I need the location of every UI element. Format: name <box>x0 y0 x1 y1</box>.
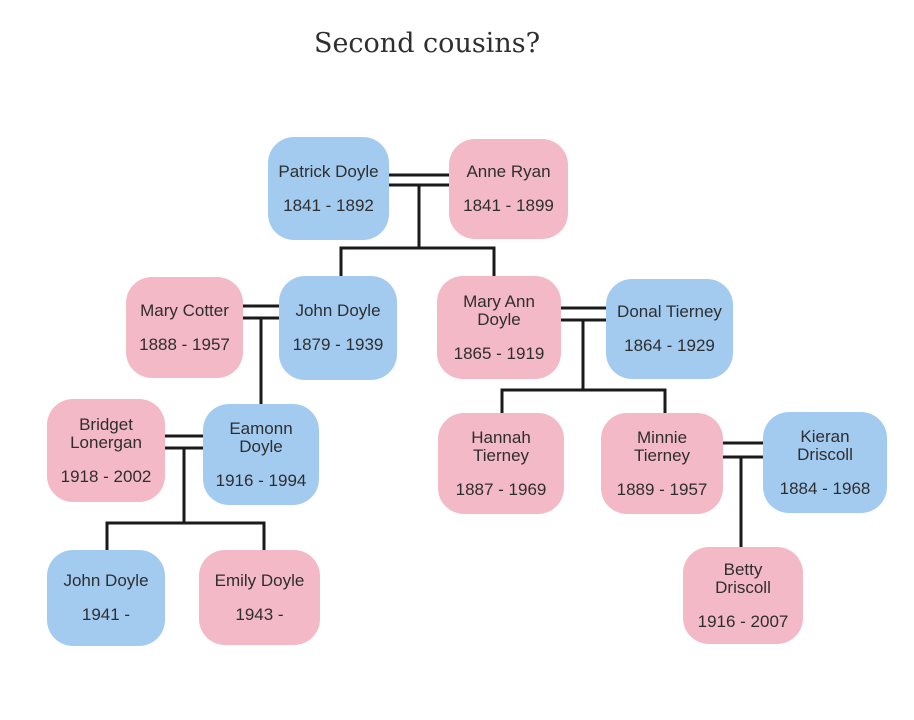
person-years: 1941 - <box>81 605 131 624</box>
person-name: John Doyle <box>295 301 381 320</box>
person-name: Mary Cotter <box>140 300 229 320</box>
person-name: Emily Doyle <box>214 570 305 590</box>
person-years: 1841 - 1892 <box>283 195 374 215</box>
person-card-john-doyle-1941: John Doyle 1941 - <box>47 550 165 646</box>
person-years: 1918 - 2002 <box>60 466 152 486</box>
person-name: Anne Ryan <box>466 162 551 181</box>
person-card-emily-doyle: Emily Doyle 1943 - <box>199 550 320 645</box>
person-years: 1916 - 2007 <box>697 611 789 631</box>
person-card-donal-tierney: Donal Tierney 1864 - 1929 <box>606 279 733 379</box>
person-years: 1864 - 1929 <box>624 336 715 355</box>
person-name: Eamonn Doyle <box>229 418 293 456</box>
person-card-kieran-driscoll: Kieran Driscoll 1884 - 1968 <box>763 412 887 513</box>
person-card-betty-driscoll: Betty Driscoll 1916 - 2007 <box>683 547 803 644</box>
person-name: Patrick Doyle <box>278 161 379 181</box>
person-card-john-doyle-1879: John Doyle 1879 - 1939 <box>279 276 397 380</box>
person-name: Bridget Lonergan <box>70 414 142 452</box>
person-card-eamonn-doyle: Eamonn Doyle 1916 - 1994 <box>203 404 319 505</box>
person-name: Minnie Tierney <box>633 427 691 465</box>
person-card-patrick-doyle: Patrick Doyle 1841 - 1892 <box>268 137 389 240</box>
person-years: 1865 - 1919 <box>453 343 545 363</box>
person-card-anne-ryan: Anne Ryan 1841 - 1899 <box>449 139 568 239</box>
person-card-mary-cotter: Mary Cotter 1888 - 1957 <box>126 277 243 378</box>
person-card-bridget-lonergan: Bridget Lonergan 1918 - 2002 <box>47 399 165 502</box>
person-card-hannah-tierney: Hannah Tierney 1887 - 1969 <box>438 413 564 514</box>
person-years: 1943 - <box>235 604 284 624</box>
person-years: 1884 - 1968 <box>779 478 871 498</box>
diagram-title: Second cousins? <box>313 28 541 59</box>
person-name: Kieran Driscoll <box>797 426 853 464</box>
person-years: 1916 - 1994 <box>215 470 307 490</box>
person-name: Mary Ann Doyle <box>463 291 535 329</box>
person-card-minnie-tierney: Minnie Tierney 1889 - 1957 <box>601 413 723 514</box>
person-years: 1879 - 1939 <box>292 335 384 354</box>
person-name: Hannah Tierney <box>471 427 531 465</box>
person-years: 1887 - 1969 <box>455 479 547 499</box>
person-years: 1889 - 1957 <box>616 479 708 499</box>
person-card-mary-ann-doyle: Mary Ann Doyle 1865 - 1919 <box>437 276 561 379</box>
person-years: 1841 - 1899 <box>463 196 554 215</box>
person-years: 1888 - 1957 <box>139 334 230 354</box>
person-name: Betty Driscoll <box>715 559 771 597</box>
person-name: John Doyle <box>63 571 149 590</box>
person-name: Donal Tierney <box>617 302 722 321</box>
